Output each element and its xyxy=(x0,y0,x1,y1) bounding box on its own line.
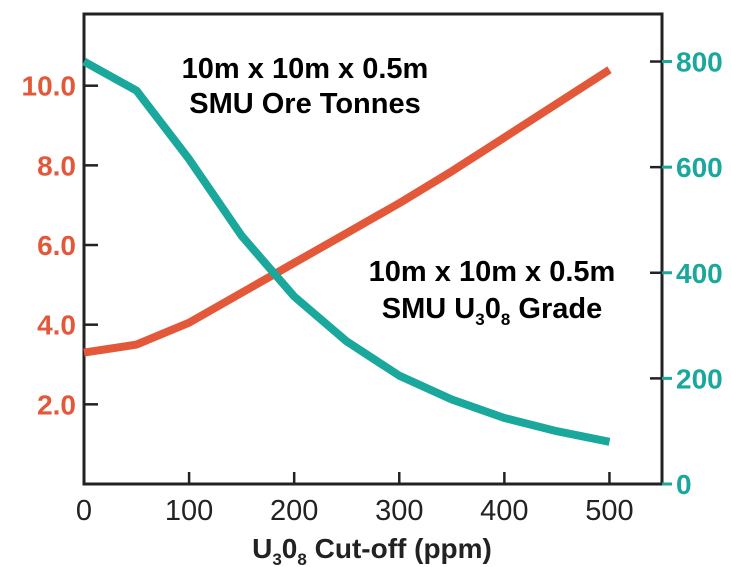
x-axis-label-sub1: 3 xyxy=(272,550,281,567)
tonnes-annotation-line1: 10m x 10m x 0.5m xyxy=(182,53,429,85)
x-axis-label: U308 Cut-off (ppm) xyxy=(252,533,492,567)
y-left-tick-label: 4.0 xyxy=(37,310,76,341)
x-tick-label: 500 xyxy=(585,495,633,527)
y-right-tick-label: 800 xyxy=(676,47,723,78)
x-axis-label-tail: Cut-off (ppm) xyxy=(307,533,492,564)
x-axis-label-mid: 0 xyxy=(282,533,298,564)
tonnes-series-line xyxy=(82,58,611,446)
x-axis-label-u: U xyxy=(252,533,272,564)
y-left-tick-label: 6.0 xyxy=(37,230,76,261)
grade-series-line xyxy=(83,66,612,357)
plot-border xyxy=(82,12,664,486)
y-right-tick-label: 0 xyxy=(676,469,692,500)
series-layer xyxy=(82,58,612,446)
grade-annotation-prefix: SMU U xyxy=(382,293,475,325)
y-left-tick-label: 8.0 xyxy=(37,150,76,181)
grade-annotation-sub1: 3 xyxy=(475,310,484,329)
tonnes-annotation-line2: SMU Ore Tonnes xyxy=(189,88,421,120)
grade-annotation-line1: 10m x 10m x 0.5m xyxy=(369,256,616,288)
plot-frame xyxy=(82,12,664,486)
x-tick-label: 200 xyxy=(270,495,318,527)
x-axis-label-sub2: 8 xyxy=(297,550,306,567)
y-left-tick-label: 2.0 xyxy=(37,389,76,420)
y-right-tick-label: 200 xyxy=(676,363,723,394)
x-tick-label: 100 xyxy=(165,495,213,527)
y-left-tick-label: 10.0 xyxy=(22,71,77,102)
x-tick-label: 300 xyxy=(375,495,423,527)
x-tick-label: 0 xyxy=(76,495,92,527)
grade-annotation-sub2: 8 xyxy=(501,310,510,329)
grade-annotation-line2: SMU U308 Grade xyxy=(382,293,602,329)
grade-annotation-suffix: Grade xyxy=(510,293,602,325)
grade-annotation-mid: 0 xyxy=(485,293,501,325)
y-right-tick-label: 600 xyxy=(676,152,723,183)
y-right-tick-label: 400 xyxy=(676,258,723,289)
x-tick-label: 400 xyxy=(480,495,528,527)
ticks-layer: 0 100 200 300 400 500 2.0 4.0 6.0 8.0 10.0 0 200 400 6… xyxy=(22,47,723,527)
